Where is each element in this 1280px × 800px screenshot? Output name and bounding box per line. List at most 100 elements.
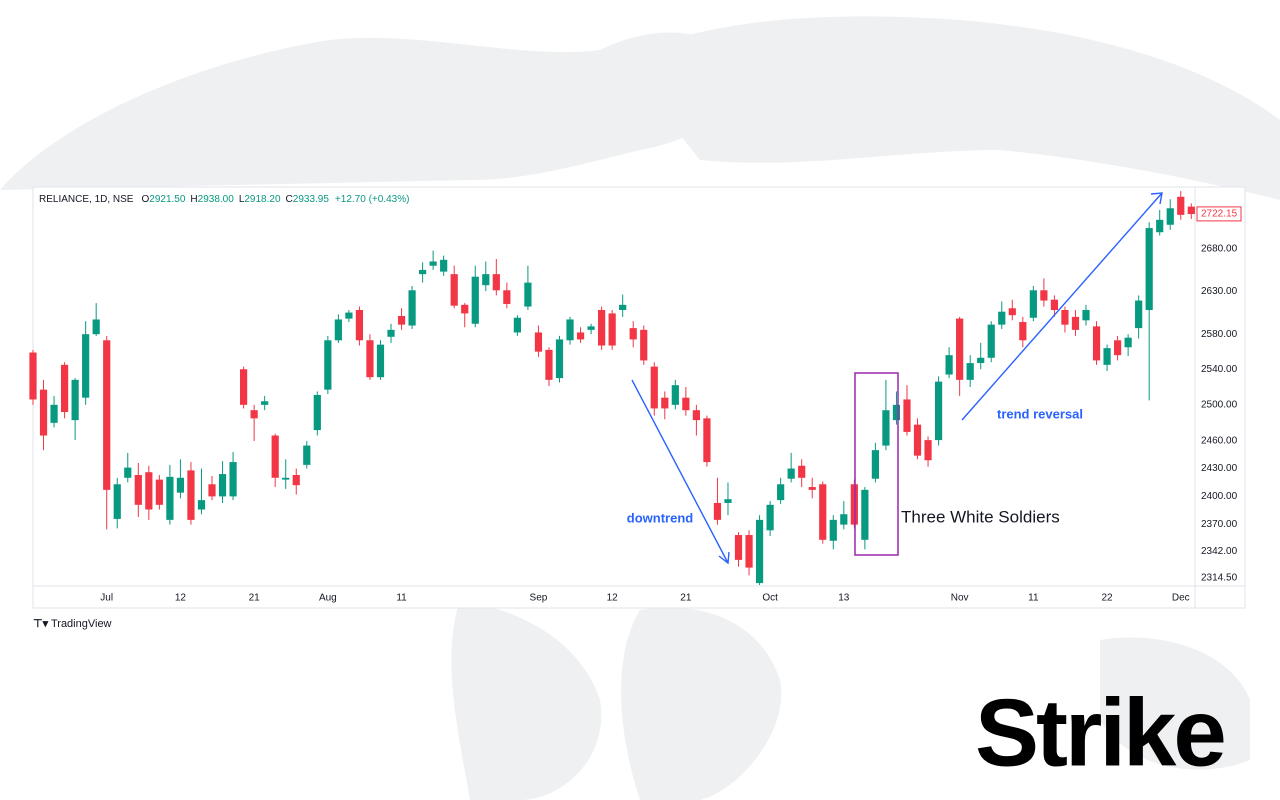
x-tick-label: Oct [762,593,778,604]
ohlc-value: 2938.00 [198,194,235,205]
y-tick-label: 2460.00 [1201,436,1238,447]
candle-body [419,269,427,275]
candle-body [376,344,385,378]
y-tick-label: 2400.00 [1201,491,1238,502]
y-tick-label: 2540.00 [1201,364,1238,375]
last-price-box [1196,206,1242,222]
brand-logo: Strike [975,679,1224,786]
candle-body [82,334,90,398]
x-tick-label: 21 [249,593,261,604]
x-tick-label: 21 [680,593,692,604]
arrows [631,192,1163,565]
candle-body [240,369,248,405]
candle-body [1156,219,1164,233]
candle-body [777,484,785,501]
candle-body [1008,308,1016,316]
candle-body [1019,322,1027,341]
y-tick-label: 2630.00 [1201,286,1238,297]
candle-body [292,474,300,486]
x-tick-label: 11 [396,593,407,604]
candle-body [640,329,648,361]
candle-body [334,319,342,341]
legend-header: RELIANCE, 1D, NSE O2921.50 H2938.00 L2918.2… [39,194,409,205]
change: +12.70 (+0.43%) [335,194,410,205]
candle-body [966,363,974,380]
candle-body [387,329,395,337]
candle-body [324,340,332,390]
candle-body [998,311,1006,325]
candle-body [892,404,901,421]
candle-body [987,324,995,358]
candle-body [166,476,174,520]
candle-body [1082,309,1090,321]
y-tick-label: 2430.00 [1201,463,1238,474]
candle-body [250,410,258,419]
candle-body [798,465,806,478]
candle-body [671,385,679,405]
ohlc-label: H [190,194,197,205]
candle-body [113,484,121,519]
candle-body [861,489,869,540]
candle-body [766,504,774,531]
candle-body [1103,348,1111,365]
candle-body [282,477,290,480]
candle-body [703,418,711,463]
y-tick-label: 2580.00 [1201,329,1238,340]
x-tick-label: 11 [1028,593,1039,604]
candle-body [619,304,627,310]
chart-panel [32,186,1246,609]
candle-body [176,477,185,493]
candle-body [39,389,48,436]
candle-body [882,410,890,446]
candle-body [576,332,585,340]
candle-body [587,326,595,330]
candle-body [977,357,985,364]
ohlc-value: 2918.20 [244,194,281,205]
candle-body [1113,340,1122,356]
annotation: downtrend [627,510,693,525]
x-tick-label: Nov [951,593,969,604]
candle-body [1166,208,1174,225]
x-tick-label: Aug [319,593,337,604]
candle-body [440,259,448,272]
candle-body [871,450,879,479]
candle-body [629,328,637,340]
candle-body [598,309,606,346]
x-tick-label: Jul [100,593,113,604]
candle-body [745,535,753,568]
candle-body [29,352,37,400]
candle-body [261,401,269,405]
annotation: Three White Soldiers [901,507,1060,526]
candle-body [924,440,932,461]
x-tick-label: 12 [175,593,187,604]
candle-body [92,319,100,335]
candle-body [713,502,722,520]
x-tick-label: Dec [1172,593,1190,604]
candle-body [208,484,216,497]
candle-body [461,304,469,314]
candle-body [503,290,511,304]
candle-body [355,309,364,341]
ohlc-label: L [239,194,245,205]
candle-body [650,366,658,409]
candle-body [492,274,500,291]
candle-body [608,313,616,346]
candle-body [345,312,353,319]
candle-body [945,355,953,375]
candle-body [913,424,922,456]
ohlc-values: O2921.50 H2938.00 L2918.20 C2933.95 [141,194,329,205]
candle-body [829,519,837,541]
x-tick-label: 13 [838,593,850,604]
candle-body [661,397,669,409]
candle-body [840,514,848,525]
candle-body [1050,299,1059,310]
candles [29,191,1195,586]
candle-body [1187,206,1195,215]
candle-body [50,404,58,423]
y-tick-label: 2342.00 [1201,546,1238,557]
source-label: ⊤▾ TradingView [33,618,112,630]
candle-body [545,349,553,380]
world-map-background [0,16,1280,800]
candle-body [471,276,479,324]
